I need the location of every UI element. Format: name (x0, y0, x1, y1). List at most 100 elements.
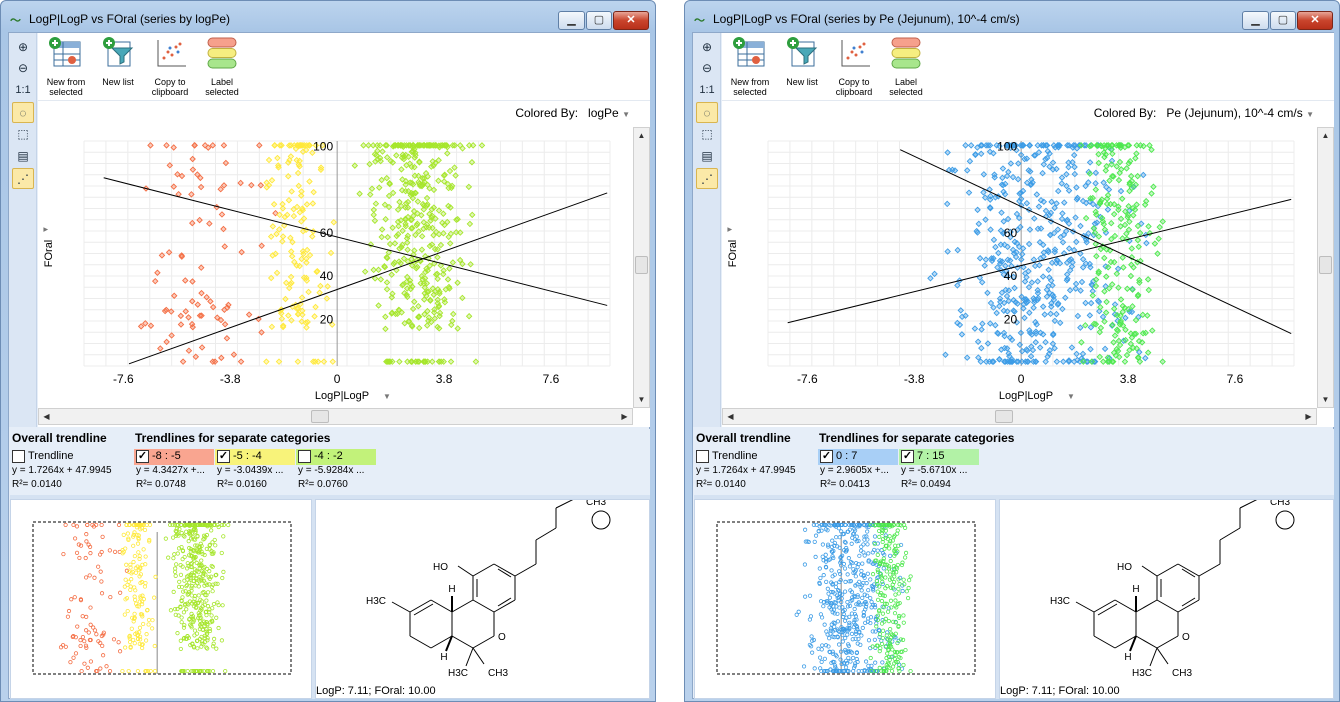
data-point[interactable] (309, 233, 316, 240)
data-point[interactable] (1122, 208, 1129, 215)
data-point[interactable] (1082, 322, 1089, 329)
data-point[interactable] (449, 142, 457, 149)
data-point[interactable] (447, 204, 454, 211)
data-point[interactable] (1025, 240, 1033, 248)
data-point[interactable] (1065, 187, 1073, 194)
scroll-right-icon[interactable]: ▶ (621, 412, 628, 421)
data-point[interactable] (1006, 334, 1014, 341)
data-point[interactable] (401, 142, 408, 149)
data-point[interactable] (428, 318, 435, 326)
data-point[interactable] (974, 338, 982, 345)
data-point[interactable] (437, 262, 445, 269)
data-point[interactable] (1023, 199, 1031, 207)
data-point[interactable] (1093, 252, 1100, 260)
data-point[interactable] (1035, 149, 1043, 156)
data-point[interactable] (1054, 142, 1062, 149)
data-point[interactable] (1127, 340, 1135, 348)
data-point[interactable] (974, 206, 981, 214)
data-point[interactable] (1031, 215, 1038, 222)
data-point[interactable] (409, 194, 417, 202)
data-point[interactable] (375, 266, 382, 274)
data-point[interactable] (990, 236, 998, 244)
data-point[interactable] (454, 215, 461, 223)
rect-select-icon[interactable]: ⬚ (701, 127, 713, 141)
data-point[interactable] (327, 249, 335, 257)
data-point[interactable] (305, 288, 312, 296)
data-point[interactable] (178, 172, 186, 180)
data-point[interactable] (1025, 268, 1032, 275)
data-point[interactable] (421, 284, 429, 291)
colored-by-value[interactable]: Pe (Jejunum), 10^-4 cm/s (1166, 106, 1303, 120)
data-point[interactable] (1000, 329, 1008, 337)
data-point[interactable] (1054, 226, 1062, 233)
new-from-selected-button[interactable]: New from selected (40, 36, 92, 97)
data-point[interactable] (1070, 142, 1077, 149)
data-point[interactable] (404, 232, 412, 239)
data-point[interactable] (1113, 163, 1120, 170)
data-point[interactable] (436, 288, 443, 295)
data-point[interactable] (1017, 151, 1025, 159)
data-point[interactable] (1065, 245, 1073, 252)
data-point[interactable] (1111, 332, 1119, 339)
data-point[interactable] (370, 266, 377, 274)
data-point[interactable] (299, 148, 307, 156)
data-point[interactable] (424, 200, 431, 208)
checkbox-checked[interactable]: ✓ (217, 450, 230, 463)
data-point[interactable] (298, 255, 305, 263)
data-point[interactable] (415, 302, 422, 310)
data-point[interactable] (440, 358, 447, 365)
data-point[interactable] (299, 228, 307, 235)
data-point[interactable] (178, 253, 186, 260)
data-point[interactable] (1110, 210, 1118, 218)
data-point[interactable] (411, 247, 418, 254)
data-point[interactable] (1130, 212, 1137, 219)
data-point[interactable] (286, 156, 293, 164)
data-point[interactable] (389, 224, 396, 232)
data-point[interactable] (1072, 214, 1079, 221)
data-point[interactable] (1008, 262, 1015, 270)
data-point[interactable] (1089, 292, 1097, 299)
data-point[interactable] (1102, 167, 1110, 174)
data-point[interactable] (1144, 276, 1152, 283)
data-point[interactable] (992, 321, 999, 329)
comment-icon[interactable]: ▤ (701, 149, 713, 163)
data-point[interactable] (382, 215, 389, 223)
colored-by-selector[interactable]: Colored By: logPe ▼ (515, 106, 630, 120)
data-point[interactable] (1042, 155, 1049, 163)
scatter-plot-area[interactable]: Colored By: logPe ▼ 20 40 60 100 -7.6 -3.8 0 3.8… (38, 101, 650, 427)
data-point[interactable] (1123, 351, 1131, 359)
data-point[interactable] (1129, 286, 1136, 293)
data-point[interactable] (1145, 286, 1153, 294)
data-point[interactable] (1050, 330, 1057, 338)
data-point[interactable] (1016, 190, 1023, 197)
data-point[interactable] (1034, 278, 1041, 285)
data-point[interactable] (1030, 304, 1037, 311)
data-point[interactable] (1066, 287, 1074, 294)
data-point[interactable] (1113, 270, 1121, 278)
data-point[interactable] (220, 225, 227, 233)
data-point[interactable] (276, 142, 284, 149)
data-point[interactable] (1108, 161, 1115, 168)
data-point[interactable] (1101, 318, 1108, 325)
data-point[interactable] (217, 316, 225, 324)
data-point[interactable] (407, 285, 414, 293)
data-point[interactable] (293, 156, 300, 164)
data-point[interactable] (439, 270, 447, 278)
data-point[interactable] (267, 233, 275, 240)
data-point[interactable] (1072, 285, 1079, 292)
scroll-thumb[interactable] (635, 256, 648, 274)
data-point[interactable] (418, 233, 426, 240)
data-point[interactable] (406, 160, 414, 167)
data-point[interactable] (1040, 249, 1048, 256)
data-point[interactable] (1132, 330, 1140, 338)
data-point[interactable] (407, 358, 415, 365)
data-point[interactable] (402, 181, 409, 188)
data-point[interactable] (1053, 358, 1061, 365)
data-point[interactable] (452, 172, 459, 179)
data-point[interactable] (1100, 179, 1107, 186)
data-point[interactable] (142, 320, 149, 327)
data-point[interactable] (1087, 264, 1094, 271)
data-point[interactable] (396, 198, 403, 206)
data-point[interactable] (1024, 347, 1031, 354)
